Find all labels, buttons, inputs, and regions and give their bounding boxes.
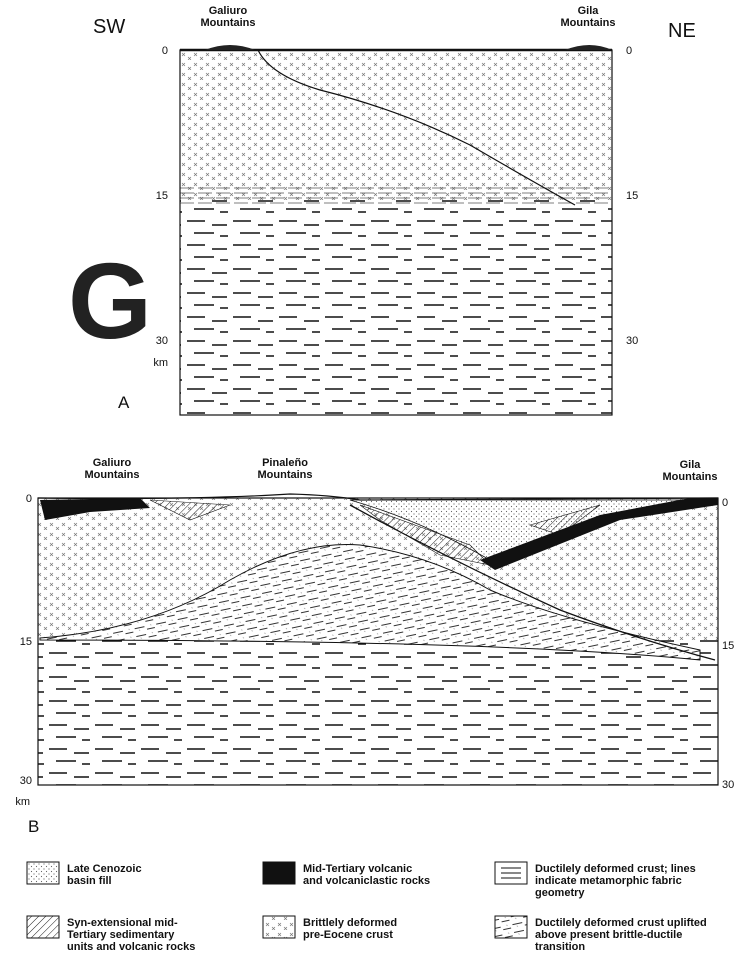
legend-text-line: and volcaniclastic rocks	[303, 875, 430, 887]
logo-letter: G	[68, 240, 152, 361]
panel-letter: B	[28, 817, 39, 836]
depth-label: 0	[626, 45, 632, 57]
legend-swatch	[263, 916, 295, 938]
depth-label: 0	[162, 45, 168, 57]
depth-label: 15	[626, 190, 638, 202]
depth-unit: km	[153, 357, 168, 369]
mountain-label-line: Mountains	[258, 469, 313, 481]
mountain-label-line: Galiuro	[209, 5, 248, 17]
legend-text-line: units and volcanic rocks	[67, 941, 195, 953]
legend-text-line: indicate metamorphic fabric	[535, 875, 682, 887]
mountain-label-line: Mountains	[561, 17, 616, 29]
depth-label: 0	[722, 497, 728, 509]
panel-letter: A	[118, 393, 130, 412]
legend-text-line: above present brittle-ductile	[535, 929, 682, 941]
mountain-label-line: Pinaleño	[262, 457, 308, 469]
depth-unit: km	[15, 796, 30, 808]
legend-text-line: geometry	[535, 887, 585, 899]
mountain-label-line: Mountains	[663, 471, 718, 483]
legend-text-line: Brittlely deformed	[303, 917, 397, 929]
legend-text-line: Tertiary sedimentary	[67, 929, 175, 941]
depth-label: 15	[156, 190, 168, 202]
brittle-crust	[180, 50, 612, 200]
mountain-label-line: Gila	[578, 5, 600, 17]
legend-swatch	[495, 916, 527, 938]
depth-label: 30	[20, 775, 32, 787]
figure: SW NE A G B GaliuroMountainsGilaMountain…	[0, 0, 740, 968]
mountain-label-line: Mountains	[85, 469, 140, 481]
ductile-crust	[38, 640, 718, 785]
direction-label: NE	[668, 20, 696, 42]
legend-text-line: Late Cenozoic	[67, 863, 142, 875]
legend-text: Syn-extensional mid-Tertiary sedimentary…	[67, 917, 195, 953]
mountain-label-line: Gila	[680, 459, 702, 471]
direction-label: SW	[93, 16, 125, 38]
legend-swatch	[27, 862, 59, 884]
legend-text-line: basin fill	[67, 875, 112, 887]
depth-label: 15	[20, 636, 32, 648]
legend-swatch	[263, 862, 295, 884]
panel-b: B	[28, 494, 718, 836]
legend-text-line: pre-Eocene crust	[303, 929, 393, 941]
depth-label: 30	[626, 335, 638, 347]
legend-text-line: Mid-Tertiary volcanic	[303, 863, 412, 875]
depth-label: 0	[26, 493, 32, 505]
legend-text-line: Ductilely deformed crust uplifted	[535, 917, 707, 929]
legend-text-line: Syn-extensional mid-	[67, 917, 178, 929]
mountain-label-line: Galiuro	[93, 457, 132, 469]
legend-text-line: Ductilely deformed crust; lines	[535, 863, 696, 875]
page: Cross sections {"panel_a": {"letter": "A…	[0, 0, 740, 968]
depth-label: 15	[722, 640, 734, 652]
page-body: SW NE A G B GaliuroMountainsGilaMountain…	[0, 0, 740, 968]
legend-text-line: transition	[535, 941, 585, 953]
ductile-crust	[180, 200, 612, 415]
legend-swatch	[27, 916, 59, 938]
mountain-label-line: Mountains	[201, 17, 256, 29]
panel-a: SW NE A G	[68, 16, 696, 415]
depth-label: 30	[722, 779, 734, 791]
depth-label: 30	[156, 335, 168, 347]
